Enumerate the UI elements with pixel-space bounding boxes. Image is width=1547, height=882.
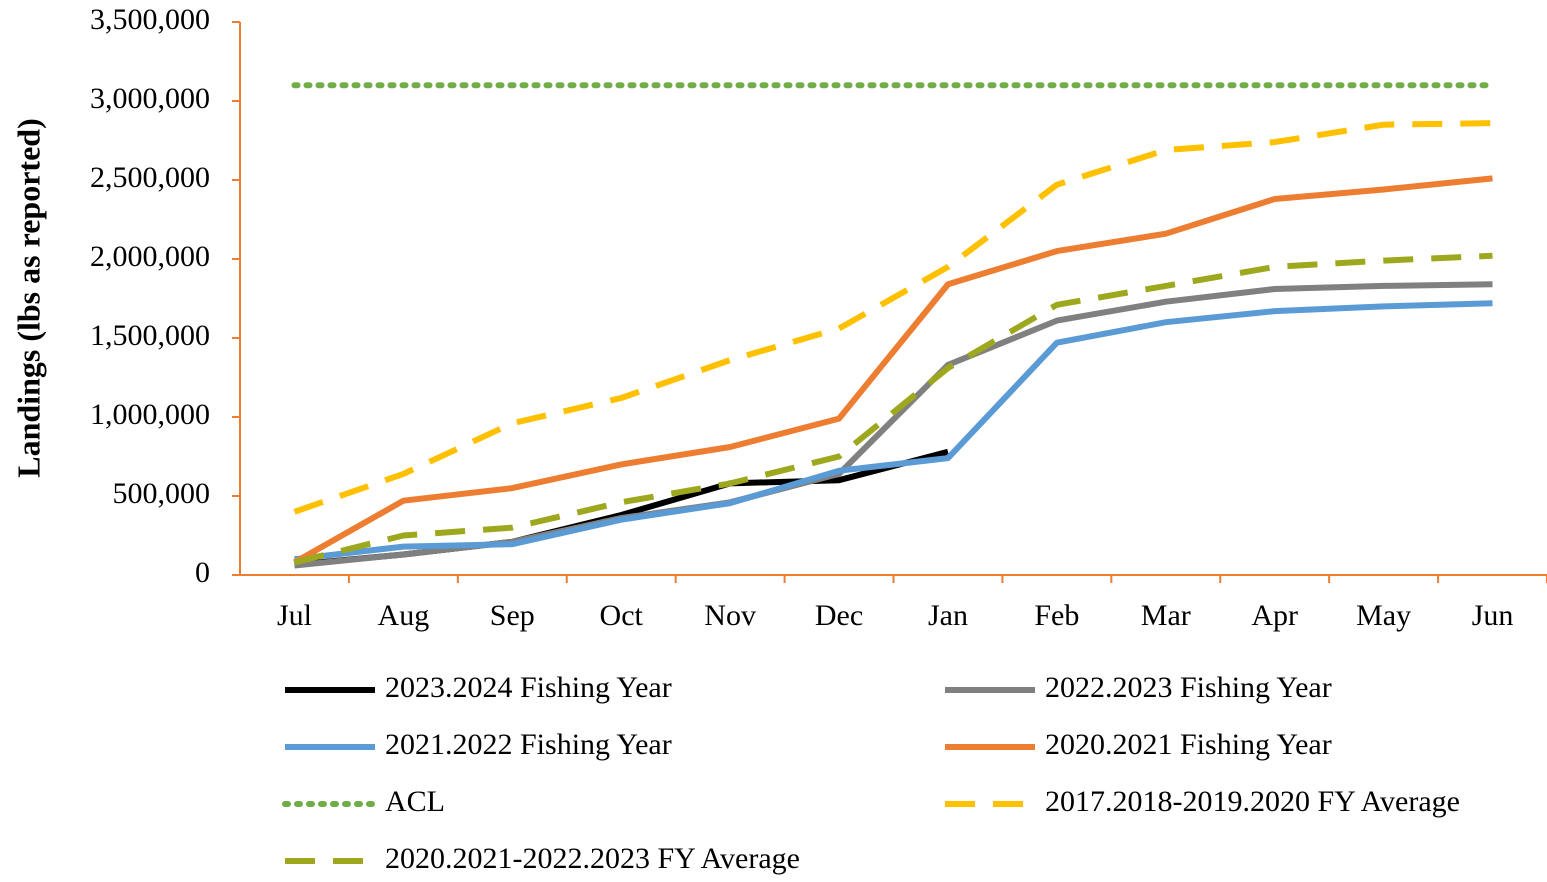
x-tick-label: Oct	[600, 599, 644, 632]
legend-label: 2023.2024 Fishing Year	[385, 671, 672, 704]
x-tick-label: Dec	[815, 599, 863, 632]
x-tick-label: May	[1356, 599, 1411, 632]
y-axis-label: Landings (lbs as reported)	[10, 118, 46, 477]
legend-label: 2020.2021-2022.2023 FY Average	[385, 842, 800, 875]
x-tick-label: Jul	[277, 599, 312, 632]
series-line	[293, 120, 1493, 515]
x-tick-label: Mar	[1141, 599, 1191, 632]
x-tick-label: Nov	[704, 599, 756, 632]
x-tick-label: Sep	[490, 599, 535, 632]
series-line	[293, 252, 1493, 566]
x-tick-label: Aug	[378, 599, 430, 632]
y-tick-label: 2,000,000	[90, 240, 210, 273]
legend-label: 2021.2022 Fishing Year	[385, 728, 672, 761]
y-tick-label: 2,500,000	[90, 161, 210, 194]
legend-label: ACL	[385, 785, 445, 818]
legend-label: 2017.2018-2019.2020 FY Average	[1045, 785, 1460, 818]
x-tick-label: Feb	[1034, 599, 1079, 632]
series-line	[294, 281, 1493, 569]
legend-label: 2020.2021 Fishing Year	[1045, 728, 1332, 761]
y-tick-label: 0	[195, 556, 210, 589]
y-tick-label: 3,500,000	[90, 3, 210, 36]
y-tick-label: 1,000,000	[90, 398, 210, 431]
series-line	[294, 300, 1493, 563]
x-tick-label: Jun	[1472, 599, 1514, 632]
y-tick-label: 1,500,000	[90, 319, 210, 352]
y-tick-label: 500,000	[113, 477, 211, 510]
series-line	[293, 175, 1493, 566]
x-tick-label: Apr	[1251, 599, 1298, 632]
legend-label: 2022.2023 Fishing Year	[1045, 671, 1332, 704]
x-tick-label: Jan	[928, 599, 968, 632]
y-tick-label: 3,000,000	[90, 82, 210, 115]
